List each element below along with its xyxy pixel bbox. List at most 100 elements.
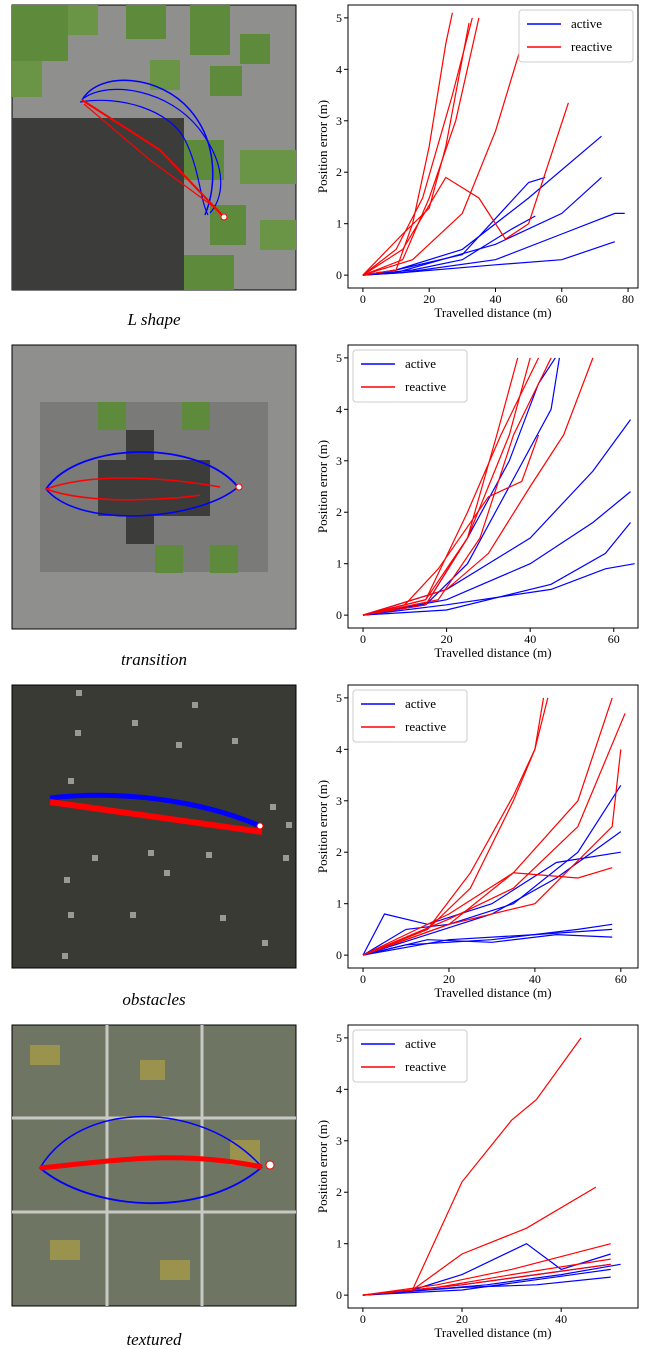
y-tick-label: 2 [336,165,342,179]
run-line [362,784,622,956]
legend: active reactive [352,689,468,743]
legend: active reactive [518,9,634,63]
run-line [362,176,602,276]
run-line [362,522,631,616]
run-line [362,1276,611,1296]
run-line [362,102,569,276]
legend-label: reactive [405,719,446,734]
legend-label: reactive [405,379,446,394]
legend: active reactive [352,349,468,403]
run-line [362,491,631,616]
x-tick-label: 80 [622,292,634,306]
x-tick-label: 60 [556,292,568,306]
chart: obstacles 0 1 2 3 4 5 0 20 40 60 Travelled distance… [122,684,639,1009]
env-obstacles [11,684,297,969]
y-tick-label: 3 [336,454,342,468]
y-tick-label: 5 [336,351,342,365]
x-tick-label: 0 [360,632,366,646]
x-tick-label: 0 [360,1312,366,1326]
x-tick-label: 40 [529,972,541,986]
legend-label: reactive [405,1059,446,1074]
legend-label: active [405,1036,436,1051]
plot-frame [347,684,639,969]
legend-label: active [405,356,436,371]
y-axis-label: Position error (m) [315,100,330,193]
x-tick-label: 20 [423,292,435,306]
plot-frame [347,344,639,629]
x-tick-label: 0 [360,972,366,986]
legend-label: active [405,696,436,711]
run-line [362,22,470,276]
chart: textured 0 1 2 3 4 5 0 20 40 Travelled distance (m… [126,1024,639,1349]
y-tick-label: 1 [336,217,342,231]
run-line [362,563,635,616]
run-line [362,215,536,276]
y-tick-label: 4 [336,62,342,76]
run-line [362,1263,611,1296]
x-tick-label: 40 [555,1312,567,1326]
plot-lines [362,1037,621,1296]
run-line [362,434,540,616]
y-tick-label: 1 [336,1237,342,1251]
run-line [362,933,613,956]
x-tick-label: 40 [489,292,501,306]
y-tick-label: 2 [336,845,342,859]
run-line [362,697,549,956]
env-textured [11,1024,297,1307]
y-axis-label: Position error (m) [315,1120,330,1213]
env-l-shape [11,4,297,291]
plot-lines [362,697,626,956]
y-tick-label: 5 [336,11,342,25]
legend-box [352,689,468,743]
y-tick-label: 2 [336,1185,342,1199]
y-tick-label: 1 [336,557,342,571]
legend: active reactive [352,1029,468,1083]
x-tick-label: 20 [441,632,453,646]
run-line [362,419,631,616]
x-tick-label: 0 [360,292,366,306]
run-line [362,357,552,616]
y-tick-label: 4 [336,742,342,756]
run-line [362,135,602,276]
y-tick-label: 4 [336,402,342,416]
run-line [362,1243,611,1296]
caption: obstacles [122,990,186,1009]
legend-label: reactive [571,39,612,54]
caption: transition [121,650,187,669]
run-line [362,713,626,956]
y-tick-label: 0 [336,1288,342,1302]
y-tick-label: 4 [336,1082,342,1096]
run-line [362,17,473,276]
x-axis-label: Travelled distance (m) [434,985,551,1000]
y-axis-label: Position error (m) [315,440,330,533]
x-tick-label: 60 [608,632,620,646]
chart: L shape 0 1 2 3 4 5 0 20 40 60 80 Travelled distance… [126,4,639,329]
y-tick-label: 2 [336,505,342,519]
x-axis-label: Travelled distance (m) [434,645,551,660]
legend-label: active [571,16,602,31]
y-tick-label: 0 [336,948,342,962]
caption: textured [126,1330,182,1349]
y-tick-label: 0 [336,608,342,622]
y-tick-label: 5 [336,1031,342,1045]
legend-box [518,9,634,63]
x-tick-label: 20 [443,972,455,986]
legend-box [352,349,468,403]
run-line [362,749,622,956]
y-tick-label: 1 [336,897,342,911]
env-transition [11,344,297,630]
y-axis-label: Position error (m) [315,780,330,873]
x-tick-label: 40 [524,632,536,646]
chart: transition 0 1 2 3 4 5 0 20 40 60 Travelled distanc… [121,344,639,669]
plot-lines [362,12,625,276]
x-tick-label: 20 [456,1312,468,1326]
x-axis-label: Travelled distance (m) [434,305,551,320]
x-axis-label: Travelled distance (m) [434,1325,551,1340]
x-tick-label: 60 [615,972,627,986]
run-line [362,12,453,276]
legend-box [352,1029,468,1083]
y-tick-label: 3 [336,794,342,808]
run-line [362,1186,597,1296]
y-tick-label: 3 [336,114,342,128]
